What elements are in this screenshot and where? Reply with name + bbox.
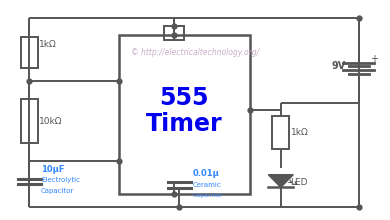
Text: 1kΩ: 1kΩ xyxy=(39,40,57,48)
Text: LED: LED xyxy=(291,178,308,187)
Bar xyxy=(272,116,289,148)
Text: © http://electricaltechnology.org/: © http://electricaltechnology.org/ xyxy=(131,48,259,57)
Text: 555
Timer: 555 Timer xyxy=(146,86,223,136)
Text: +: + xyxy=(370,54,379,64)
Text: Ceramic: Ceramic xyxy=(193,182,222,188)
Bar xyxy=(164,26,184,40)
Text: Capacitor: Capacitor xyxy=(41,188,74,194)
Text: 9V: 9V xyxy=(332,61,346,72)
Text: 1kΩ: 1kΩ xyxy=(291,128,308,136)
Text: Capacitor: Capacitor xyxy=(193,193,223,198)
Bar xyxy=(21,99,38,143)
Polygon shape xyxy=(268,175,293,187)
Bar xyxy=(21,37,38,68)
Bar xyxy=(119,35,250,194)
Text: 0.01µ: 0.01µ xyxy=(193,169,220,178)
Text: 10µF: 10µF xyxy=(41,165,64,174)
Text: Electrolytic: Electrolytic xyxy=(41,177,80,183)
Text: 10kΩ: 10kΩ xyxy=(39,117,62,125)
